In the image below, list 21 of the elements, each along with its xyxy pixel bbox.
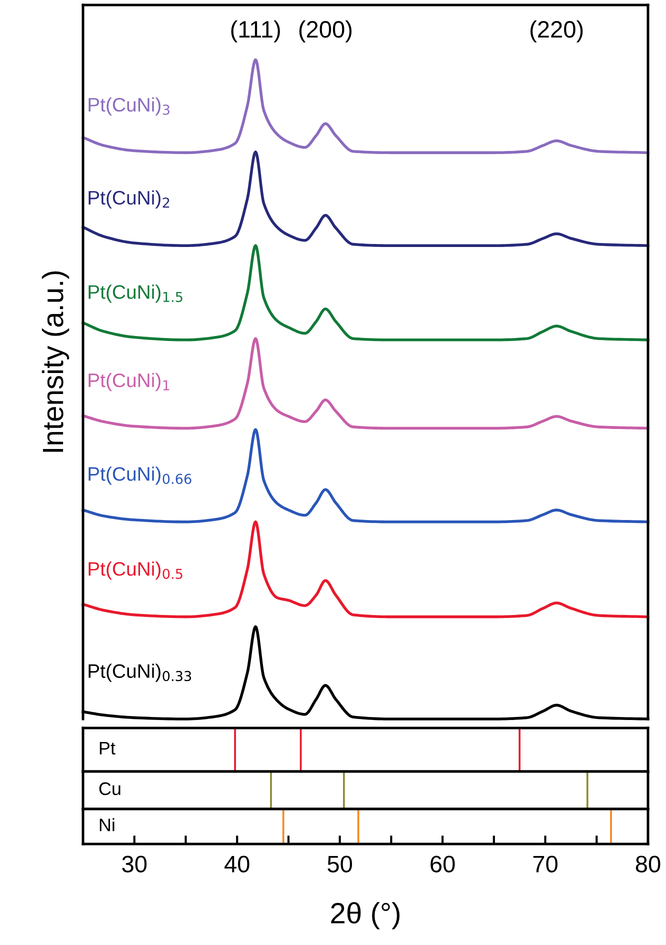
series-label: Pt(CuNi)$_{1}$ xyxy=(88,372,170,392)
series-label: Pt(CuNi)$_{0.5}$ xyxy=(88,562,182,580)
text: Ni xyxy=(100,818,114,832)
text: Cu xyxy=(99,782,120,796)
x-axis-title: 2θ (°) xyxy=(331,902,400,930)
series-label: Pt(CuNi)$_{0.66}$ xyxy=(88,466,192,485)
text: (111) xyxy=(231,20,280,42)
text: (220) xyxy=(530,20,583,42)
x-tick-label: 40 xyxy=(224,856,250,872)
series-label: Pt(CuNi)$_{2}$ xyxy=(88,190,170,208)
x-tick-label: 60 xyxy=(430,856,455,872)
text: Pt xyxy=(100,742,116,755)
text: (200) xyxy=(299,20,352,42)
y-axis-title: Intensity (a.u.) xyxy=(42,271,70,452)
x-tick-label: 50 xyxy=(328,856,352,872)
x-tick-label: 80 xyxy=(636,856,660,872)
series-label: Pt(CuNi)$_{0.33}$ xyxy=(88,664,192,682)
series-label: Pt(CuNi)$_{1.5}$ xyxy=(88,284,182,303)
series-label: Pt(CuNi)$_{3}$ xyxy=(88,97,170,116)
x-tick-label: 30 xyxy=(122,856,147,872)
x-tick-label: 70 xyxy=(533,856,558,872)
